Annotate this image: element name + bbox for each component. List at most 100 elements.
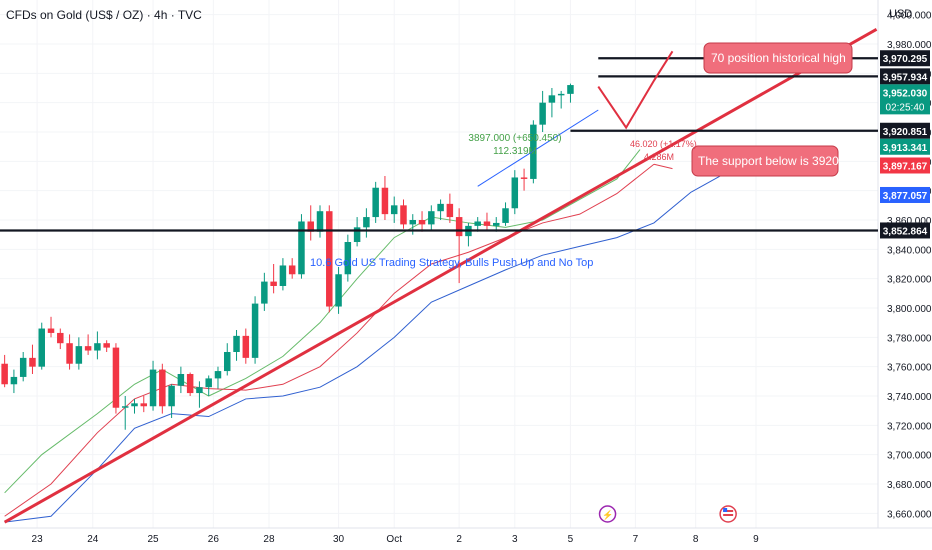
candle-body <box>326 211 333 307</box>
candle-body <box>474 221 481 226</box>
candle-body <box>66 343 73 364</box>
candle-body <box>530 124 537 179</box>
candle-body <box>270 281 277 286</box>
candle-body <box>251 303 259 358</box>
price-tag-label: 3,897.167 <box>883 161 928 172</box>
y-tick-label: 3,840.000 <box>887 245 932 256</box>
price-tag <box>880 222 930 239</box>
price-tag-label: 3,952.030 <box>883 88 928 99</box>
candle-body <box>539 102 546 125</box>
price-tag <box>880 186 930 203</box>
candle-body <box>38 328 45 367</box>
flag-stripe-icon <box>723 514 734 516</box>
candle-body <box>233 335 240 352</box>
ma-red-extension <box>653 163 673 170</box>
price-tag <box>880 122 930 139</box>
y-tick-label: 3,780.000 <box>887 333 932 344</box>
x-tick-label: 5 <box>568 534 574 545</box>
candle-body <box>149 369 157 407</box>
candle-body <box>493 222 500 226</box>
lightning-glyph-icon: ⚡ <box>602 509 613 521</box>
price-tag-label: 3,877.057 <box>883 191 928 202</box>
y-tick-label: 3,800.000 <box>887 304 932 315</box>
candle-body <box>177 374 185 386</box>
x-tick-label: 30 <box>333 534 345 545</box>
y-tick-label: 3,720.000 <box>887 421 932 432</box>
candle-body <box>159 369 166 407</box>
strategy-text: 10.6 Gold US Trading Strategy, Bulls Pus… <box>310 257 593 269</box>
x-tick-label: 28 <box>263 534 275 545</box>
event-lightning-icon[interactable] <box>598 505 617 523</box>
candle-body <box>29 357 36 367</box>
price-tag <box>880 50 930 67</box>
candle-body <box>214 371 222 379</box>
candle-body <box>483 221 491 226</box>
candle-body <box>196 387 203 394</box>
candle-body <box>112 347 120 408</box>
candle-body <box>94 343 101 351</box>
candle-body <box>428 211 435 225</box>
candle-body <box>372 187 379 218</box>
x-tick-label: 8 <box>693 534 699 545</box>
price-tag <box>880 157 930 174</box>
projection-arrow <box>597 50 674 130</box>
support-label-box <box>691 145 839 177</box>
candle-body <box>381 187 389 215</box>
x-tick-label: 9 <box>753 534 759 545</box>
candle-body <box>390 205 398 215</box>
support-label-text: The support below is 3920 <box>698 154 839 168</box>
currency-label[interactable]: USD <box>889 8 913 20</box>
candle-body <box>19 357 27 377</box>
flag-canton-icon <box>723 508 728 512</box>
x-tick-label: 3 <box>512 534 518 545</box>
price-tag <box>880 138 930 155</box>
annotations: 70 position historical high The support b… <box>310 42 853 269</box>
price-tags: 3,970.295 3,957.934 3,952.030 02:25:40 3,920… <box>880 50 930 239</box>
candles <box>1 83 574 430</box>
candle-body <box>131 403 138 407</box>
candle-body <box>418 220 426 225</box>
candle-body <box>279 265 287 286</box>
candle-body <box>298 221 305 275</box>
candle-body <box>10 376 18 385</box>
candle-body <box>1 363 8 385</box>
candle-body <box>75 346 83 364</box>
y-tick-label: 3,860.000 <box>887 216 932 227</box>
event-icons: ⚡ <box>598 505 737 523</box>
flag-stripe-icon <box>723 510 734 512</box>
candle-body <box>400 205 407 225</box>
candle-body <box>205 378 212 388</box>
candle-body <box>567 85 574 94</box>
price-tag-label: 3,913.341 <box>883 143 928 154</box>
candle-body <box>288 265 296 275</box>
candle-body <box>409 220 417 225</box>
x-tick-label: 25 <box>147 534 159 545</box>
price-tag-label: 3,970.295 <box>883 54 928 65</box>
ma-red-line <box>4 163 655 517</box>
candle-body <box>224 352 231 372</box>
candle-body <box>335 274 342 307</box>
price-tag-label: 3,957.934 <box>883 72 928 83</box>
y-tick-label: 3,660.000 <box>887 509 932 520</box>
x-tick-label: 2 <box>456 534 462 545</box>
y-tick-label: 3,700.000 <box>887 451 932 462</box>
candle-body <box>261 281 268 304</box>
y-tick-label: 3,680.000 <box>887 480 932 491</box>
x-tick-label: Oct <box>386 534 402 545</box>
candle-body <box>511 177 519 209</box>
trendline <box>3 28 878 524</box>
ma-green-line <box>4 149 641 494</box>
candle-body <box>344 242 352 275</box>
candle-body <box>316 211 324 232</box>
candle-body <box>353 227 361 242</box>
candle-body <box>363 217 370 228</box>
candle-body <box>121 406 129 408</box>
grid-lines <box>0 0 878 528</box>
measure-small-text-2: 4.286M <box>644 152 674 162</box>
ma-blue-line <box>4 191 692 523</box>
symbol-title: CFDs on Gold (US$ / OZ) · 4h · TVC <box>6 8 202 22</box>
measure-small-text-1: 46.020 (+1.17%) <box>630 139 697 149</box>
measure-text-2: 112.319M <box>493 146 537 157</box>
price-tag <box>880 84 930 115</box>
